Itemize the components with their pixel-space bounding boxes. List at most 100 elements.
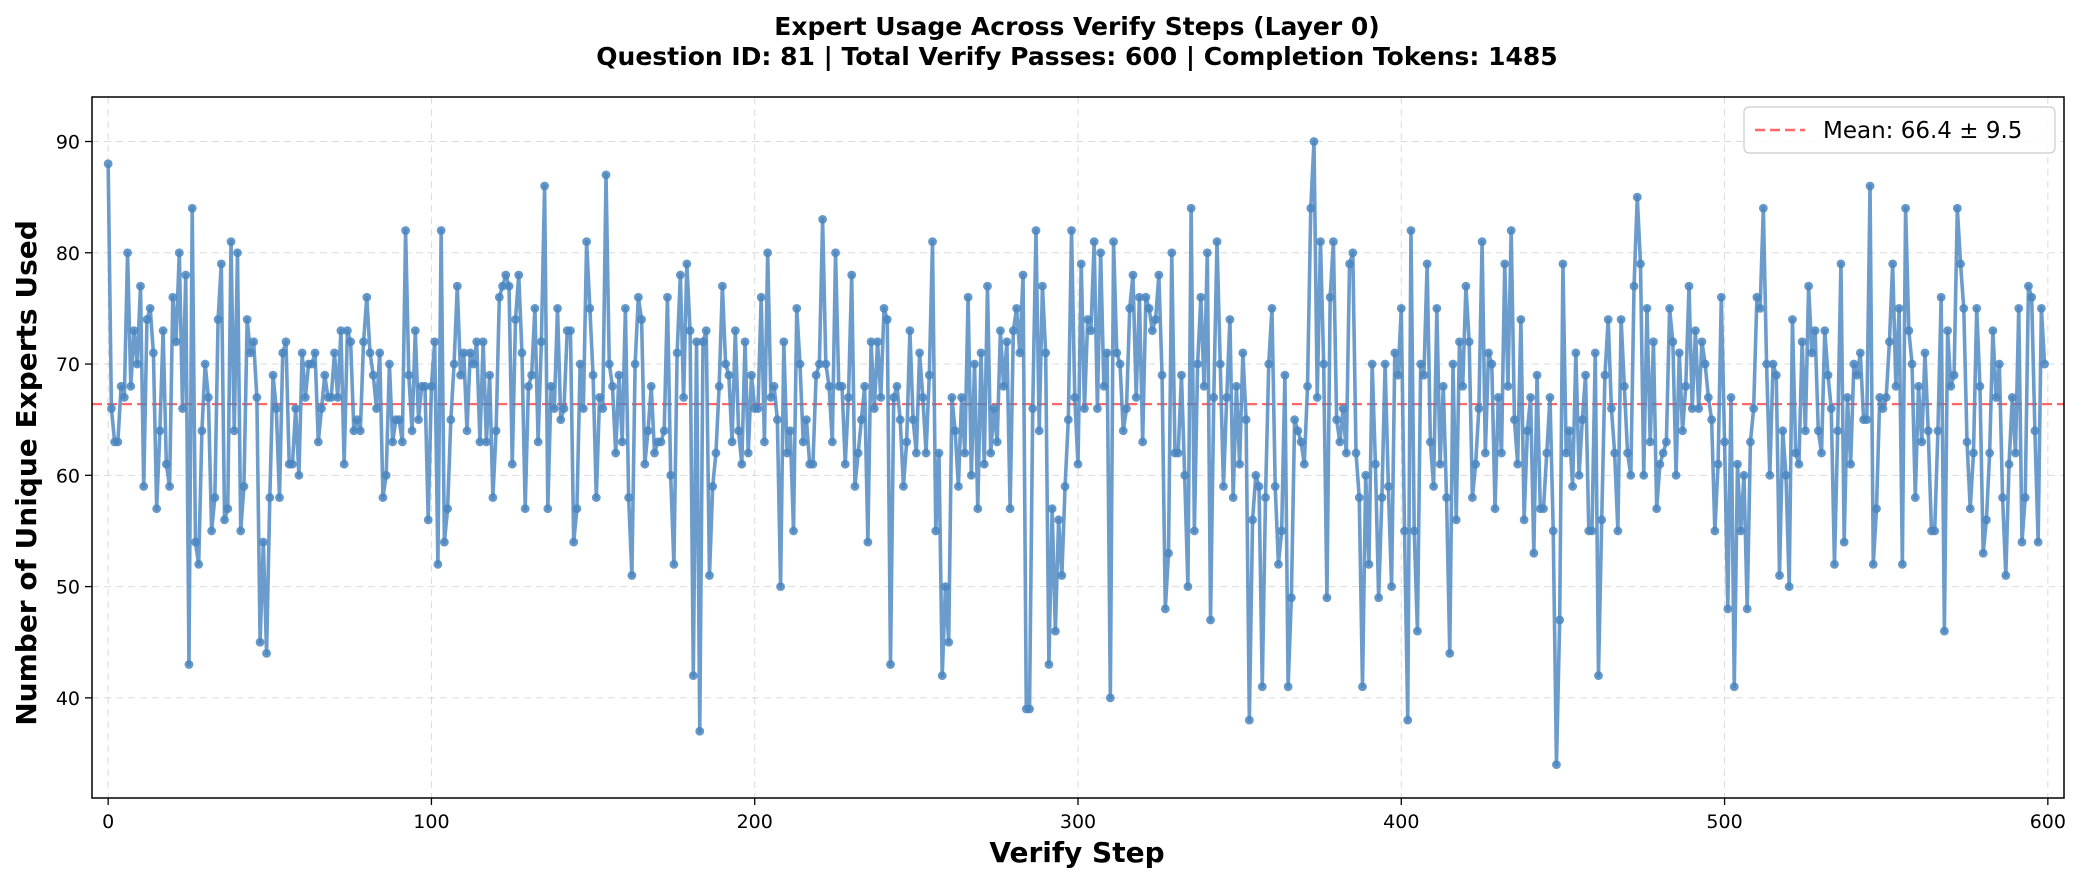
data-point	[643, 426, 653, 436]
data-point	[1005, 504, 1015, 514]
data-point	[663, 292, 672, 302]
data-point	[1144, 304, 1154, 313]
data-point	[1988, 326, 1998, 336]
data-point	[1923, 426, 1933, 436]
data-point	[1264, 359, 1274, 369]
data-point	[1752, 292, 1762, 302]
data-point	[1312, 393, 1322, 402]
data-point	[1894, 304, 1904, 313]
data-point	[1978, 548, 1988, 558]
data-point	[1642, 304, 1652, 313]
data-point	[1371, 459, 1380, 469]
data-point	[1526, 393, 1535, 402]
data-point	[326, 393, 336, 402]
data-point	[1930, 526, 1940, 536]
data-point	[941, 582, 950, 591]
data-point	[1383, 482, 1393, 491]
data-point	[769, 381, 779, 391]
data-point	[1681, 381, 1691, 391]
data-point	[937, 671, 947, 680]
data-point	[1028, 404, 1038, 413]
data-point	[740, 337, 750, 347]
data-point	[873, 337, 882, 347]
data-point	[753, 404, 763, 413]
data-point	[1096, 248, 1106, 258]
data-point	[1196, 292, 1206, 302]
data-point	[989, 404, 999, 413]
data-point	[200, 359, 210, 369]
data-point	[1322, 593, 1332, 603]
data-point	[491, 426, 501, 436]
data-point	[1956, 259, 1965, 269]
data-point	[385, 359, 394, 369]
data-point	[601, 170, 611, 180]
data-point	[1684, 281, 1694, 291]
data-point	[701, 326, 711, 336]
data-point	[375, 348, 385, 358]
data-point	[976, 348, 986, 358]
data-point	[281, 337, 291, 347]
data-point	[142, 315, 152, 324]
data-point	[275, 493, 284, 502]
data-point	[443, 504, 453, 514]
data-point	[1445, 648, 1455, 658]
data-point	[973, 504, 983, 514]
data-point	[666, 470, 676, 480]
data-point	[675, 270, 685, 280]
data-point	[197, 426, 207, 436]
data-point	[1516, 315, 1526, 324]
data-point	[692, 337, 701, 347]
data-point	[1519, 515, 1529, 525]
data-point	[485, 370, 495, 380]
data-point	[1490, 504, 1500, 514]
data-point	[831, 248, 840, 258]
data-point	[498, 281, 507, 291]
data-point	[1025, 704, 1034, 714]
data-point	[504, 281, 514, 291]
data-point	[1613, 526, 1623, 536]
data-point	[1286, 593, 1296, 603]
data-point	[1500, 259, 1510, 269]
data-point	[1341, 448, 1351, 458]
data-point	[258, 537, 268, 547]
data-point	[423, 515, 433, 525]
data-point	[1797, 337, 1807, 347]
data-point	[152, 504, 162, 514]
data-point	[966, 470, 976, 480]
y-axis-label: Number of Unique Experts Used	[10, 220, 43, 726]
data-point	[2036, 304, 2046, 313]
data-point	[944, 637, 954, 647]
y-tick-label: 40	[56, 688, 80, 710]
data-point	[1897, 559, 1907, 569]
data-point	[918, 393, 928, 402]
y-tick-label: 90	[56, 132, 80, 154]
data-point	[1008, 326, 1018, 336]
data-point	[1639, 470, 1649, 480]
data-point	[1164, 548, 1173, 558]
data-point	[187, 203, 197, 213]
data-point	[181, 270, 191, 280]
data-point	[469, 359, 478, 369]
data-point	[1435, 459, 1445, 469]
data-point	[633, 292, 643, 302]
data-point	[1464, 337, 1474, 347]
data-point	[1736, 526, 1746, 536]
data-point	[349, 426, 359, 436]
series-line	[106, 139, 2047, 767]
data-point	[1985, 448, 1995, 458]
data-point	[721, 359, 731, 369]
data-point	[1244, 715, 1254, 725]
x-tick-label: 600	[2030, 811, 2066, 833]
x-tick-label: 300	[1060, 811, 1096, 833]
data-point	[456, 370, 465, 380]
data-point	[1364, 559, 1374, 569]
data-point	[226, 237, 236, 247]
data-point	[1393, 370, 1403, 380]
data-point	[1138, 437, 1148, 447]
data-point	[1080, 404, 1089, 413]
data-point	[488, 493, 498, 502]
data-point	[2024, 281, 2033, 291]
data-point	[346, 337, 356, 347]
data-point	[300, 393, 310, 402]
data-point	[123, 248, 132, 258]
